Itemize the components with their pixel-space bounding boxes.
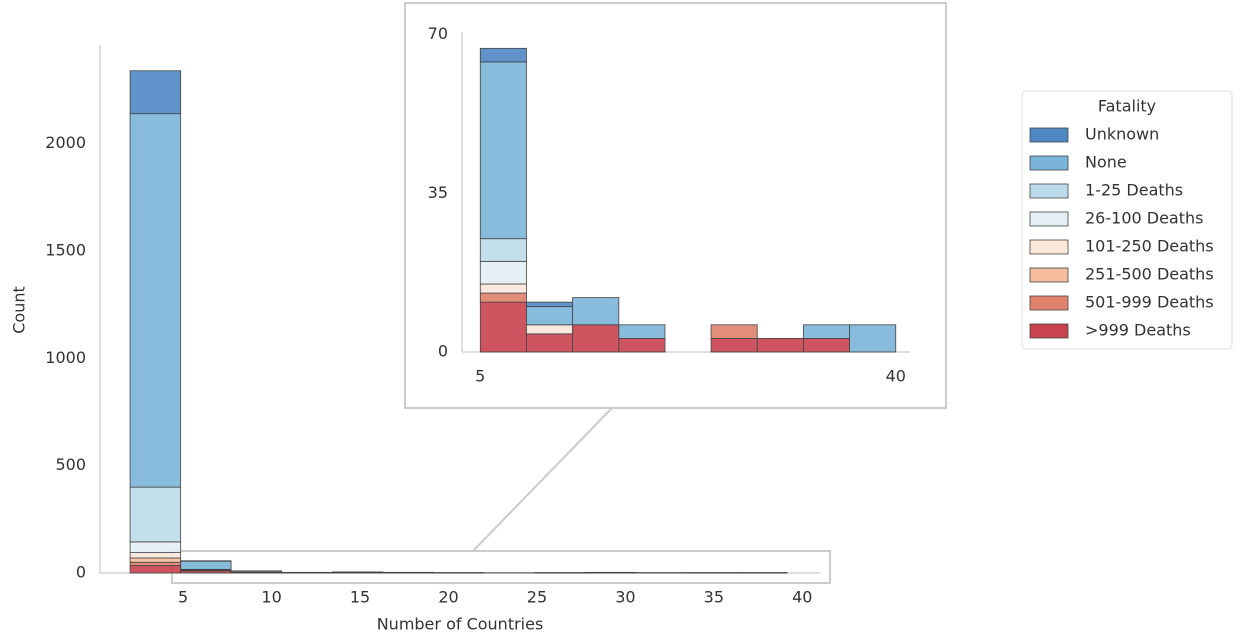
y-tick-label: 1000 [45,348,86,367]
x-tick-label: 40 [792,588,812,607]
x-tick-label: 5 [475,367,485,386]
bar-segment [479,283,527,294]
legend-label: 1-25 Deaths [1085,181,1183,200]
x-tick-label: 30 [615,588,635,607]
bar-segment [129,486,182,543]
bar-segment [803,324,850,339]
bar-segment [849,324,897,353]
x-tick-label: 15 [350,588,370,607]
bar-segment [129,113,182,488]
legend-title: Fatality [1098,97,1156,116]
bar-segment [331,571,384,573]
y-tick-label: 500 [55,455,86,474]
zoom-region [171,550,831,584]
bar-segment [479,238,527,262]
y-tick-label: 0 [76,563,86,582]
bar-segment [129,557,182,563]
legend-label: 251-500 Deaths [1085,265,1214,284]
legend-swatch [1029,183,1069,199]
bar-segment [526,306,574,326]
bar-segment [618,338,666,353]
bar-segment [129,541,182,554]
legend-label: Unknown [1085,125,1159,144]
bar-segment [180,560,232,570]
legend-label: 26-100 Deaths [1085,209,1203,228]
legend-swatch [1029,211,1069,227]
legend-swatch [1029,127,1069,143]
zoom-connector [472,407,613,552]
bar-segment [479,47,527,63]
y-tick-label: 35 [428,183,448,202]
x-tick-label: 25 [527,588,547,607]
y-tick-label: 0 [438,342,448,361]
bar-segment [479,292,527,303]
bar-segment [756,338,804,353]
bar-segment [129,561,182,566]
legend-label: 501-999 Deaths [1085,293,1214,312]
legend-label: >999 Deaths [1085,321,1191,340]
legend-swatch [1029,239,1069,255]
legend-label: None [1085,153,1127,172]
bar-segment [710,338,758,353]
bar-segment [230,570,283,573]
legend-swatch [1029,295,1069,311]
x-tick-label: 40 [886,367,906,386]
bar-segment [479,61,527,240]
bar-segment [618,324,666,339]
bar-segment [129,565,182,574]
legend-swatch [1029,267,1069,283]
x-tick-label: 35 [704,588,724,607]
bar-segment [129,552,182,559]
y-axis-label: Count [10,286,29,334]
legend-swatch [1029,323,1069,339]
bar-segment [710,324,758,339]
x-axis-label: Number of Countries [377,615,544,634]
y-tick-label: 1500 [45,241,86,260]
y-tick-label: 2000 [45,133,86,152]
bar-segment [803,338,850,353]
bar-segment [572,324,620,353]
legend-label: 101-250 Deaths [1085,237,1214,256]
bar-segment [479,260,527,285]
y-tick-label: 70 [428,24,448,43]
bar-segment [129,70,182,115]
bar-segment [572,297,620,326]
x-tick-label: 5 [178,588,188,607]
bar-segment [526,324,574,335]
bar-segment [479,301,527,353]
bar-segment [526,301,574,308]
x-tick-label: 10 [261,588,281,607]
legend-box [1021,90,1233,350]
bar-segment [526,333,574,353]
x-tick-label: 20 [438,588,458,607]
legend-swatch [1029,155,1069,171]
